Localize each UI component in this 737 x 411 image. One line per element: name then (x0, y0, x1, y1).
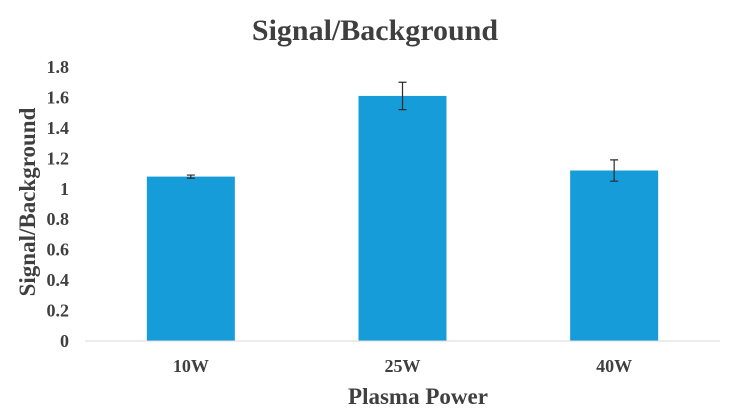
y-tick-label: 0 (60, 331, 69, 351)
y-tick-label: 0.6 (47, 240, 70, 260)
y-tick-label: 1 (60, 179, 69, 199)
y-tick-label: 1.8 (47, 57, 70, 77)
error-bar-40w (610, 159, 619, 182)
y-axis-label: Signal/Background (15, 107, 40, 296)
x-axis-label: Plasma Power (348, 384, 488, 409)
error-bar-25w (398, 81, 407, 111)
bar-40w (570, 170, 659, 341)
bar-25w (358, 95, 447, 341)
y-tick-label: 0.8 (47, 209, 70, 229)
bar-10w (146, 176, 235, 341)
y-tick-label: 0.2 (47, 301, 70, 321)
x-axis-ticks: 10W 25W 40W (173, 356, 632, 376)
y-axis-ticks: 0 0.2 0.4 0.6 0.8 1 1.2 1.4 1.6 1.8 (47, 57, 70, 351)
bars-group (146, 95, 659, 341)
y-tick-label: 0.4 (47, 270, 70, 290)
error-bar-10w (186, 174, 195, 179)
x-tick-label: 40W (596, 356, 632, 376)
y-tick-label: 1.2 (47, 148, 70, 168)
y-tick-label: 1.6 (47, 87, 70, 107)
x-tick-label: 10W (173, 356, 209, 376)
error-bars-group (186, 81, 619, 182)
chart-title: Signal/Background (252, 14, 499, 47)
y-tick-label: 1.4 (47, 118, 70, 138)
x-tick-label: 25W (385, 356, 421, 376)
